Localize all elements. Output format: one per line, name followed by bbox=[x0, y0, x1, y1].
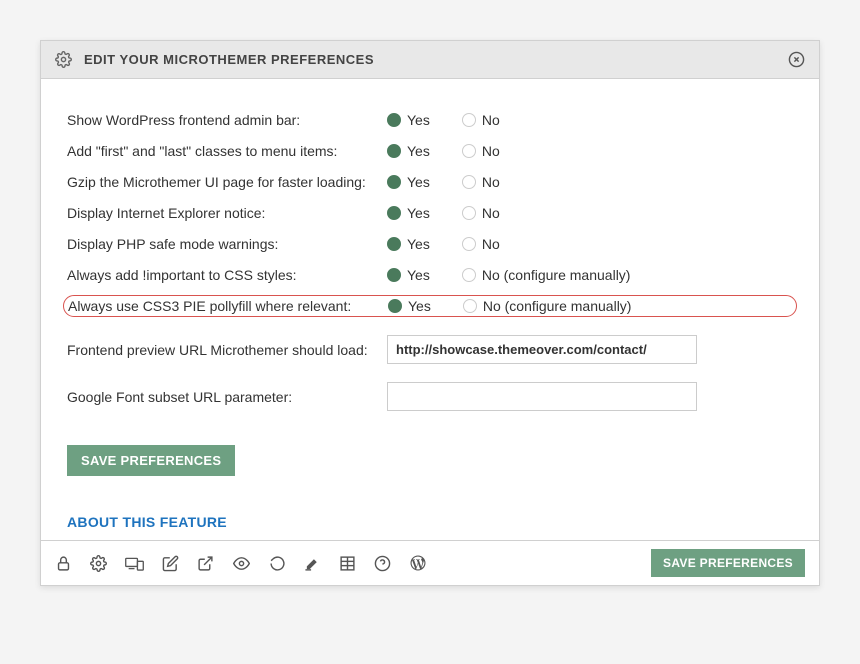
radio-group: Yes No bbox=[387, 205, 532, 221]
panel-footer: SAVE PREFERENCES bbox=[41, 540, 819, 585]
pref-label: Always add !important to CSS styles: bbox=[67, 267, 387, 283]
radio-no-label: No bbox=[482, 236, 500, 252]
lock-icon[interactable] bbox=[55, 555, 72, 572]
radio-yes[interactable]: Yes bbox=[388, 298, 431, 314]
radio-no-label: No bbox=[482, 112, 500, 128]
google-font-label: Google Font subset URL parameter: bbox=[67, 389, 387, 405]
pref-row: Add "first" and "last" classes to menu i… bbox=[63, 140, 797, 162]
close-icon[interactable] bbox=[788, 51, 805, 68]
grid-icon[interactable] bbox=[339, 555, 356, 572]
pref-label: Display PHP safe mode warnings: bbox=[67, 236, 387, 252]
pref-row: Always add !important to CSS styles: Yes N… bbox=[63, 264, 797, 286]
radio-no[interactable]: No (configure manually) bbox=[462, 267, 631, 283]
radio-no-label: No (configure manually) bbox=[482, 267, 631, 283]
eye-icon[interactable] bbox=[232, 555, 251, 572]
radio-no-label: No bbox=[482, 143, 500, 159]
radio-group: Yes No bbox=[387, 174, 532, 190]
pref-row: Always use CSS3 PIE pollyfill where rele… bbox=[63, 295, 797, 317]
radio-yes-label: Yes bbox=[407, 236, 430, 252]
radio-dot-icon bbox=[462, 175, 476, 189]
wordpress-icon[interactable] bbox=[409, 554, 427, 572]
radio-dot-icon bbox=[462, 237, 476, 251]
pref-label: Gzip the Microthemer UI page for faster … bbox=[67, 174, 387, 190]
preview-url-row: Frontend preview URL Microthemer should … bbox=[63, 335, 797, 364]
pref-row: Gzip the Microthemer UI page for faster … bbox=[63, 171, 797, 193]
radio-yes[interactable]: Yes bbox=[387, 267, 430, 283]
radio-dot-icon bbox=[387, 237, 401, 251]
radio-dot-icon bbox=[387, 144, 401, 158]
radio-yes-label: Yes bbox=[408, 298, 431, 314]
radio-dot-icon bbox=[388, 299, 402, 313]
radio-yes-label: Yes bbox=[407, 174, 430, 190]
radio-yes[interactable]: Yes bbox=[387, 174, 430, 190]
radio-no[interactable]: No bbox=[462, 205, 500, 221]
radio-yes[interactable]: Yes bbox=[387, 143, 430, 159]
radio-yes[interactable]: Yes bbox=[387, 112, 430, 128]
radio-no-label: No bbox=[482, 205, 500, 221]
radio-yes[interactable]: Yes bbox=[387, 205, 430, 221]
devices-icon[interactable] bbox=[125, 555, 144, 572]
radio-group: Yes No bbox=[387, 112, 532, 128]
radio-yes-label: Yes bbox=[407, 112, 430, 128]
radio-dot-icon bbox=[387, 175, 401, 189]
google-font-input[interactable] bbox=[387, 382, 697, 411]
radio-yes-label: Yes bbox=[407, 143, 430, 159]
panel-title: EDIT YOUR MICROTHEMER PREFERENCES bbox=[84, 52, 788, 67]
save-button[interactable]: SAVE PREFERENCES bbox=[67, 445, 235, 476]
radio-no-label: No (configure manually) bbox=[483, 298, 632, 314]
pref-label: Always use CSS3 PIE pollyfill where rele… bbox=[68, 298, 388, 314]
pref-label: Display Internet Explorer notice: bbox=[67, 205, 387, 221]
radio-dot-icon bbox=[463, 299, 477, 313]
gear-icon bbox=[55, 51, 72, 68]
radio-dot-icon bbox=[387, 113, 401, 127]
about-link[interactable]: ABOUT THIS FEATURE bbox=[67, 514, 227, 530]
radio-dot-icon bbox=[462, 113, 476, 127]
radio-no[interactable]: No bbox=[462, 174, 500, 190]
panel-header: EDIT YOUR MICROTHEMER PREFERENCES bbox=[41, 41, 819, 79]
radio-group: Yes No (configure manually) bbox=[388, 298, 663, 314]
preferences-panel: EDIT YOUR MICROTHEMER PREFERENCES Show W… bbox=[40, 40, 820, 586]
radio-yes-label: Yes bbox=[407, 267, 430, 283]
pref-row: Display PHP safe mode warnings: Yes No bbox=[63, 233, 797, 255]
help-icon[interactable] bbox=[374, 555, 391, 572]
pref-row: Show WordPress frontend admin bar: Yes No bbox=[63, 109, 797, 131]
radio-no[interactable]: No bbox=[462, 236, 500, 252]
radio-no[interactable]: No bbox=[462, 112, 500, 128]
external-icon[interactable] bbox=[197, 555, 214, 572]
radio-group: Yes No bbox=[387, 143, 532, 159]
radio-dot-icon bbox=[387, 206, 401, 220]
radio-no-label: No bbox=[482, 174, 500, 190]
google-font-row: Google Font subset URL parameter: bbox=[63, 382, 797, 411]
radio-no[interactable]: No bbox=[462, 143, 500, 159]
settings-icon[interactable] bbox=[90, 555, 107, 572]
radio-group: Yes No (configure manually) bbox=[387, 267, 662, 283]
radio-yes-label: Yes bbox=[407, 205, 430, 221]
radio-dot-icon bbox=[462, 144, 476, 158]
edit-icon[interactable] bbox=[162, 555, 179, 572]
pref-label: Add "first" and "last" classes to menu i… bbox=[67, 143, 387, 159]
footer-save-button[interactable]: SAVE PREFERENCES bbox=[651, 549, 805, 577]
refresh-icon[interactable] bbox=[269, 555, 286, 572]
radio-group: Yes No bbox=[387, 236, 532, 252]
radio-dot-icon bbox=[462, 206, 476, 220]
radio-dot-icon bbox=[462, 268, 476, 282]
footer-toolbar bbox=[55, 554, 651, 572]
highlighter-icon[interactable] bbox=[304, 555, 321, 572]
radio-yes[interactable]: Yes bbox=[387, 236, 430, 252]
preview-url-label: Frontend preview URL Microthemer should … bbox=[67, 342, 387, 358]
pref-row: Display Internet Explorer notice: Yes No bbox=[63, 202, 797, 224]
radio-dot-icon bbox=[387, 268, 401, 282]
pref-label: Show WordPress frontend admin bar: bbox=[67, 112, 387, 128]
preview-url-input[interactable] bbox=[387, 335, 697, 364]
radio-no[interactable]: No (configure manually) bbox=[463, 298, 632, 314]
panel-body: Show WordPress frontend admin bar: Yes No A… bbox=[41, 79, 819, 540]
